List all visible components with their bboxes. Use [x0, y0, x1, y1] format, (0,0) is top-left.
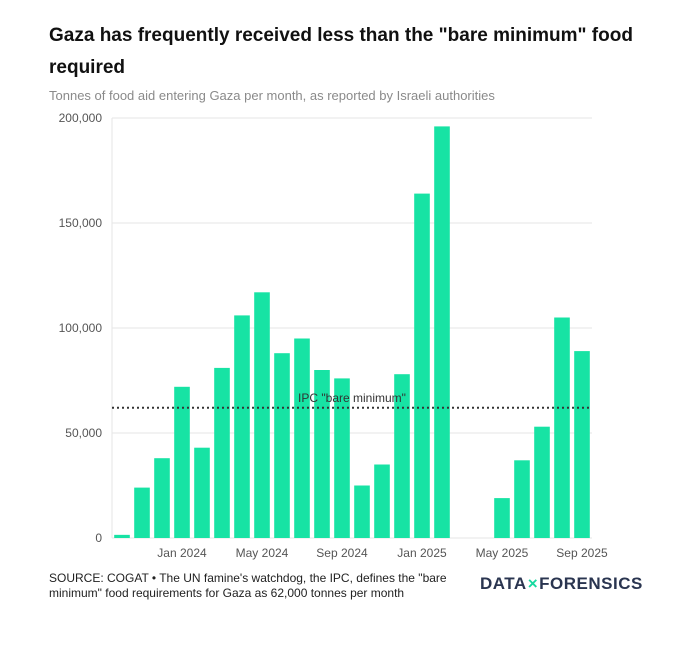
x-tick-label: May 2024	[236, 546, 289, 560]
brand-logo: DATA×FORENSICS	[480, 574, 643, 594]
y-tick-label: 150,000	[59, 216, 103, 230]
bar	[114, 534, 130, 538]
bar	[494, 498, 510, 538]
x-tick-label: Jan 2024	[157, 546, 207, 560]
bar	[374, 464, 390, 538]
y-tick-label: 50,000	[65, 426, 102, 440]
source-note: SOURCE: COGAT • The UN famine's watchdog…	[49, 571, 447, 600]
x-tick-label: Sep 2025	[556, 546, 608, 560]
bar	[434, 126, 450, 539]
y-tick-label: 100,000	[59, 321, 103, 335]
bar	[414, 193, 430, 538]
bar	[394, 374, 410, 538]
bar	[514, 460, 530, 538]
bar	[574, 351, 590, 538]
bar	[154, 458, 170, 538]
bar	[534, 426, 550, 538]
x-tick-label: Jan 2025	[397, 546, 447, 560]
bar	[234, 315, 250, 538]
reference-line-label: IPC "bare minimum"	[298, 391, 406, 405]
bar	[214, 367, 230, 538]
bar	[334, 378, 350, 538]
y-tick-label: 0	[95, 531, 102, 545]
y-tick-label: 200,000	[59, 111, 103, 125]
bar	[134, 487, 150, 538]
chart-subtitle: Tonnes of food aid entering Gaza per mon…	[49, 88, 495, 103]
bar	[274, 353, 290, 538]
bar	[314, 370, 330, 538]
bar	[354, 485, 370, 538]
bar	[554, 317, 570, 538]
brand-logo-x: ×	[527, 574, 539, 593]
bar	[254, 292, 270, 538]
bar	[194, 447, 210, 538]
brand-logo-right: FORENSICS	[539, 574, 643, 593]
x-tick-label: May 2025	[476, 546, 529, 560]
x-tick-label: Sep 2024	[316, 546, 368, 560]
brand-logo-left: DATA	[480, 574, 527, 593]
chart-title: Gaza has frequently received less than t…	[49, 25, 633, 78]
bar	[294, 338, 310, 538]
bar	[174, 386, 190, 538]
